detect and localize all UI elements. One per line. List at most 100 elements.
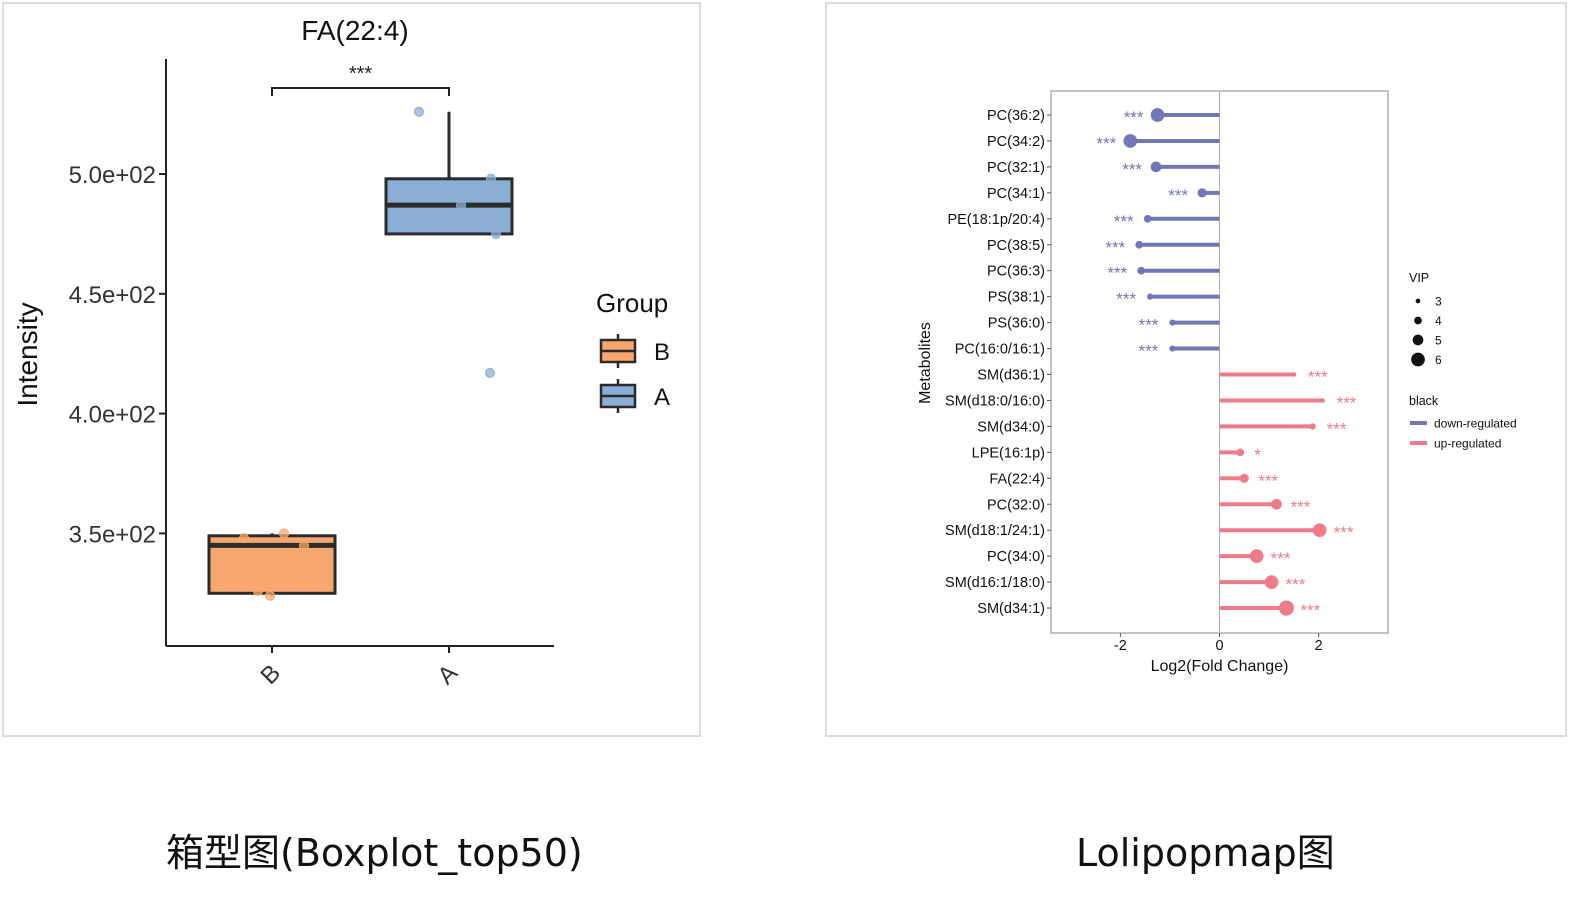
y-tick-label: LPE(16:1p) — [972, 445, 1045, 461]
significance-label: *** — [349, 63, 373, 85]
legend-vip-label: 5 — [1435, 334, 1442, 348]
significance-label: *** — [1105, 238, 1125, 257]
legend-label: A — [654, 384, 670, 411]
lollipop-dot — [1312, 523, 1327, 538]
y-axis-label: Intensity — [12, 302, 43, 406]
lollipop-dot — [1249, 549, 1264, 564]
legend-label: B — [654, 339, 670, 366]
significance-label: *** — [1139, 342, 1159, 361]
lollipop-panel: PC(36:2) *** PC(34:2) *** PC(32:1) *** PC(34:1… — [825, 2, 1567, 737]
legend-color-title: black — [1409, 394, 1439, 408]
legend-vip-dot — [1415, 298, 1421, 304]
data-point — [299, 540, 309, 551]
significance-label: *** — [1337, 393, 1357, 412]
y-tick-label: SM(d34:0) — [977, 419, 1045, 435]
boxplot-chart: FA(22:4) Intensity 3.5e+02 4.0e+02 4.5e+02 5.… — [12, 15, 670, 690]
legend-vip-label: 4 — [1435, 314, 1442, 328]
y-tick-label: SM(d34:1) — [977, 601, 1045, 617]
legend-title: Group — [596, 288, 668, 318]
lollipop-dot — [1135, 240, 1144, 249]
significance-label: *** — [1308, 368, 1328, 387]
y-axis-label: Metabolites — [917, 322, 934, 404]
y-tick-label: PC(38:5) — [987, 238, 1045, 254]
boxplot-panel: FA(22:4) Intensity 3.5e+02 4.0e+02 4.5e+02 5.… — [2, 2, 701, 737]
chart-title: FA(22:4) — [301, 15, 408, 46]
significance-label: *** — [1116, 290, 1136, 309]
lollipop-chart: PC(36:2) *** PC(34:2) *** PC(32:1) *** PC(34:1… — [917, 90, 1517, 675]
significance-label: *** — [1290, 497, 1310, 516]
lollipop-dot — [1169, 345, 1176, 352]
legend-vip-title: VIP — [1409, 271, 1429, 285]
legend-color-label: up-regulated — [1434, 437, 1501, 451]
data-point — [456, 200, 466, 211]
x-tick-label: A — [432, 659, 462, 689]
data-point — [485, 367, 495, 378]
significance-label: *** — [1334, 523, 1354, 542]
x-tick-label: -2 — [1114, 638, 1127, 654]
significance-label: *** — [1124, 108, 1144, 127]
significance-label: *** — [1300, 601, 1320, 620]
data-point — [239, 533, 249, 544]
y-tick-label: PE(18:1p/20:4) — [947, 212, 1045, 228]
lollipop-dot — [1137, 266, 1146, 275]
lollipop-dot — [1271, 498, 1282, 510]
y-tick-label: PC(34:0) — [987, 549, 1045, 565]
y-tick-label: PC(32:1) — [987, 160, 1045, 176]
boxplot-caption: 箱型图(Boxplot_top50) — [166, 831, 583, 875]
x-tick-label: 2 — [1315, 638, 1323, 654]
y-tick-label: PC(34:1) — [987, 186, 1045, 202]
y-tick-label: SM(d18:0/16:0) — [945, 393, 1045, 409]
significance-label: *** — [1139, 316, 1159, 335]
lollipop-dot — [1309, 423, 1316, 430]
significance-label: *** — [1286, 575, 1306, 594]
significance-label: * — [1254, 445, 1261, 464]
y-tick-label: SM(d16:1/18:0) — [945, 575, 1045, 591]
significance-label: *** — [1327, 419, 1347, 438]
lollipop-dot — [1278, 600, 1295, 616]
significance-label: *** — [1258, 471, 1278, 490]
significance-label: *** — [1107, 264, 1127, 283]
y-tick-label: 4.0e+02 — [69, 402, 156, 429]
x-tick-label: 0 — [1215, 638, 1223, 654]
significance-label: *** — [1096, 134, 1116, 153]
lollipop-dot — [1291, 372, 1297, 377]
significance-label: *** — [1122, 160, 1142, 179]
y-tick-label: SM(d36:1) — [977, 368, 1045, 384]
legend-vip-dot — [1412, 334, 1424, 346]
lollipop-dot — [1143, 214, 1152, 223]
y-tick-label: SM(d18:1/24:1) — [945, 523, 1045, 539]
x-tick-label: B — [255, 659, 285, 689]
significance-label: *** — [1168, 186, 1188, 205]
lollipop-dot — [1169, 319, 1176, 326]
significance-label: *** — [1114, 212, 1134, 231]
data-point — [491, 228, 501, 239]
data-point — [486, 173, 496, 184]
lollipop-dot — [1197, 188, 1207, 198]
data-point — [253, 585, 263, 596]
legend-vip-label: 3 — [1435, 295, 1442, 309]
legend-vip-dot — [1411, 352, 1425, 367]
lollipop-dot — [1150, 108, 1165, 122]
y-tick-label: 3.5e+02 — [69, 521, 156, 548]
y-tick-label: PC(32:0) — [987, 497, 1045, 513]
y-tick-label: PS(38:1) — [988, 290, 1045, 306]
significance-bracket — [271, 87, 450, 96]
lollipop-dot — [1236, 448, 1245, 457]
data-point — [414, 106, 424, 117]
lollipop-dot — [1123, 134, 1138, 148]
lollipop-dot — [1264, 575, 1279, 589]
data-point — [279, 528, 289, 539]
y-tick-label: PC(16:0/16:1) — [955, 342, 1045, 358]
lollipop-caption: Lolipopmap图 — [1076, 831, 1335, 875]
legend-color-label: down-regulated — [1434, 417, 1517, 431]
y-tick-label: 4.5e+02 — [69, 282, 156, 309]
legend-vip-label: 6 — [1435, 353, 1442, 367]
x-axis-label: Log2(Fold Change) — [1151, 658, 1289, 675]
y-tick-label: 5.0e+02 — [69, 162, 156, 189]
legend-vip-dot — [1414, 316, 1422, 325]
y-tick-label: PC(34:2) — [987, 134, 1045, 150]
significance-label: *** — [1271, 549, 1291, 568]
y-tick-label: PC(36:2) — [987, 108, 1045, 124]
lollipop-dot — [1320, 398, 1325, 403]
data-point — [265, 590, 275, 601]
